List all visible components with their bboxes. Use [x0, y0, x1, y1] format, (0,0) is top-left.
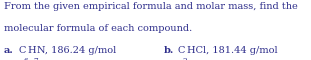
Text: 6: 6 [24, 57, 28, 60]
Text: N, 186.24 g/mol: N, 186.24 g/mol [37, 46, 116, 55]
Text: 2: 2 [183, 57, 187, 60]
Text: molecular formula of each compound.: molecular formula of each compound. [4, 24, 192, 33]
Text: H: H [28, 46, 36, 55]
Text: 7: 7 [33, 57, 38, 60]
Text: HCl, 181.44 g/mol: HCl, 181.44 g/mol [187, 46, 277, 55]
Text: C: C [18, 46, 26, 55]
Text: From the given empirical formula and molar mass, find the: From the given empirical formula and mol… [4, 2, 298, 11]
Text: b.: b. [163, 46, 174, 55]
Text: a.: a. [4, 46, 13, 55]
Text: C: C [177, 46, 185, 55]
